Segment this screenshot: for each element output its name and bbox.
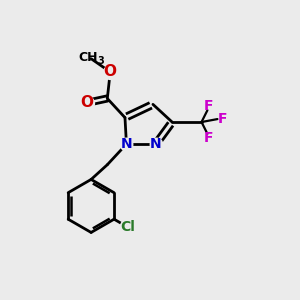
Text: Cl: Cl xyxy=(121,220,136,234)
Text: 3: 3 xyxy=(97,56,104,66)
Text: CH: CH xyxy=(78,51,98,64)
Text: F: F xyxy=(218,112,227,126)
Text: F: F xyxy=(204,131,214,145)
Text: O: O xyxy=(104,64,117,80)
Text: F: F xyxy=(204,99,214,113)
Text: O: O xyxy=(80,95,93,110)
Text: N: N xyxy=(121,137,132,151)
Text: N: N xyxy=(150,137,162,151)
